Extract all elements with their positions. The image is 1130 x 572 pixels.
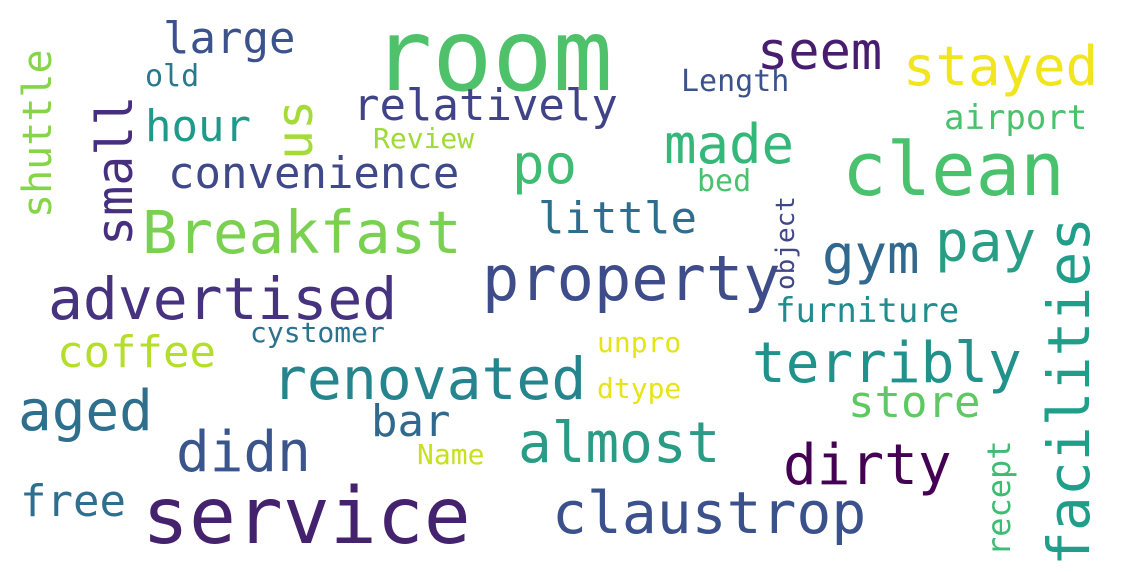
word-renovated: renovated xyxy=(272,345,587,413)
word-little: little xyxy=(538,193,697,244)
word-coffee: coffee xyxy=(57,327,216,378)
word-convenience: convenience xyxy=(168,148,460,199)
word-breakfast: Breakfast xyxy=(142,198,462,267)
word-cystomer: cystomer xyxy=(250,316,385,349)
word-room: room xyxy=(372,0,613,114)
word-didn: didn xyxy=(176,420,311,485)
word-large: large xyxy=(163,13,296,64)
word-claustrop: claustrop xyxy=(552,479,867,547)
word-us: us xyxy=(266,99,324,160)
word-bar: bar xyxy=(371,396,451,447)
word-relatively: relatively xyxy=(353,80,618,131)
word-old: old xyxy=(145,59,200,94)
word-store: store xyxy=(848,377,981,428)
word-service: service xyxy=(142,472,471,562)
word-free: free xyxy=(20,476,126,527)
word-airport: airport xyxy=(944,98,1088,138)
word-seem: seem xyxy=(757,22,883,82)
word-bed: bed xyxy=(697,164,752,199)
word-shuttle: shuttle xyxy=(15,49,61,218)
word-gym: gym xyxy=(822,223,920,286)
word-small: small xyxy=(86,95,144,246)
word-property: property xyxy=(482,242,781,315)
word-name: Name xyxy=(417,438,485,471)
word-almost: almost xyxy=(518,411,721,476)
word-hour: hour xyxy=(145,101,251,152)
word-furniture: furniture xyxy=(775,291,960,331)
word-terribly: terribly xyxy=(752,331,1022,396)
word-clean: clean xyxy=(842,127,1065,213)
word-recept: recept xyxy=(980,440,1018,556)
word-length: Length xyxy=(681,64,790,99)
word-pay: pay xyxy=(935,210,1037,275)
word-review: Review xyxy=(373,122,475,155)
word-advertised: advertised xyxy=(48,265,398,333)
word-stayed: stayed xyxy=(903,35,1099,98)
word-object: object xyxy=(771,196,801,290)
word-dtype: dtype xyxy=(597,372,682,405)
word-unpro: unpro xyxy=(597,326,682,359)
word-po: po xyxy=(512,133,578,196)
word-made: made xyxy=(664,113,795,176)
word-dirty: dirty xyxy=(783,433,952,498)
word-aged: aged xyxy=(18,379,153,444)
word-facilities: facilities xyxy=(1035,216,1103,566)
